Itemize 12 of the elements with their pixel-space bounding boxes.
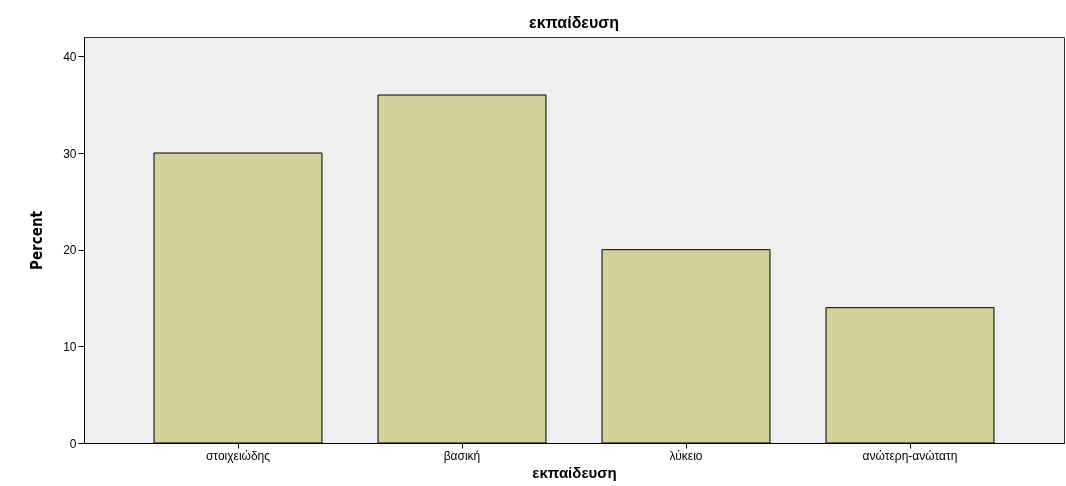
y-tick-label: 10 <box>63 339 77 354</box>
x-axis-title: εκπαίδευση <box>532 463 617 481</box>
y-tick-label: 30 <box>63 146 77 161</box>
y-tick-label: 0 <box>69 436 77 451</box>
y-tick-label: 40 <box>63 49 77 64</box>
chart-title: εκπαίδευση <box>529 14 619 31</box>
y-tick-label: 20 <box>63 243 77 258</box>
x-tick-label: βασική <box>443 448 481 463</box>
x-tick-label: στοιχειώδης <box>205 448 271 463</box>
x-tick-label: λύκειο <box>669 448 703 463</box>
x-tick-label: ανώτερη-ανώτατη <box>862 448 958 463</box>
y-axis-title: Percent <box>28 210 47 270</box>
